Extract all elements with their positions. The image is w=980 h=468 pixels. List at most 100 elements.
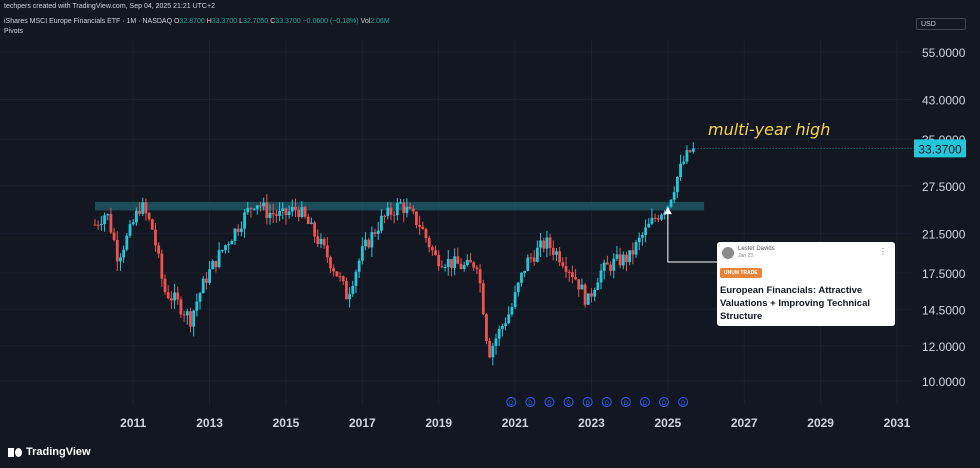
candle-body [558,251,562,263]
time-tick-label: 2021 [502,416,529,430]
low-value: 32.7050 [242,18,269,25]
candle-body [220,250,224,252]
candle-body [392,214,396,216]
candle-body [380,215,383,231]
price-axis[interactable]: 55.000043.000035.000027.500021.500017.50… [922,46,966,389]
price-tick-label: 17.5000 [922,267,966,281]
candle-body [567,271,571,273]
time-tick-label: 2025 [655,416,682,430]
candle-body [201,278,205,294]
candle-body [494,338,498,346]
dividend-marker-label: D [547,401,552,407]
candle-body [341,276,345,282]
dividend-marker-label: D [681,401,686,407]
dividend-marker [639,397,650,407]
candle-body [208,269,211,283]
idea-card[interactable]: Lester Davids Jan 23 ⋮ UNUM TRADE Europe… [717,242,895,326]
candle-body [182,314,186,316]
candle-body [555,251,558,255]
candle-body [284,208,288,215]
candle-body [278,211,281,216]
candle-body [631,250,635,255]
candle-body [462,265,466,269]
candle-body [593,290,597,297]
candle-body [507,314,511,324]
candle-body [386,207,390,217]
author-name[interactable]: Lester Davids [738,246,775,252]
candle-body [450,259,453,268]
candle-body [163,278,167,293]
candle-body [185,311,189,316]
author-avatar [722,247,734,259]
candle-body [679,163,682,178]
candle-body [634,242,638,255]
candle-body [360,246,364,261]
dividend-marker-label: D [509,401,514,407]
candle-body [427,238,431,248]
dividend-marker-label: D [643,401,648,407]
candle-body [500,326,504,329]
tradingview-logo[interactable]: TradingView [8,446,91,458]
candle-body [325,245,329,258]
candle-body [510,307,514,315]
dividend-marker [620,397,631,407]
candle-body [577,279,581,290]
candle-body [294,206,297,210]
candle-body [443,267,447,269]
symbol-legend[interactable]: iShares MSCI Europe Financials ETF · 1M … [4,18,390,25]
candle-body [672,192,676,200]
candle-body [580,284,584,290]
candle-body [306,216,310,224]
dividend-marker [506,397,517,407]
indicator-pivots[interactable]: Pivots [4,28,24,35]
candle-body [383,215,387,217]
candle-body [313,222,316,237]
resistance-zone [95,201,705,211]
dividend-marker-label: D [624,401,629,407]
candle-body [281,208,285,212]
candle-body [456,256,460,264]
candle-body [290,206,294,212]
candle-body [329,257,332,269]
candle-body [402,202,406,214]
dividend-marker [544,397,555,407]
footer-bar [0,442,980,468]
candle-body [192,310,196,327]
candle-body [239,228,243,232]
more-options-icon[interactable]: ⋮ [879,247,887,256]
candle-body [252,208,256,210]
candle-body [319,238,323,245]
candle-body [297,209,301,217]
candle-body [154,229,157,246]
candle-body [539,240,542,248]
candle-body [109,214,113,233]
close-label: C [270,18,276,25]
dividend-marker [582,397,593,407]
candle-body [189,311,192,327]
candle-body [650,217,654,224]
dividend-marker [563,397,574,407]
time-tick-label: 2011 [120,416,146,430]
currency-selector[interactable]: USD [916,18,966,30]
candle-body [376,230,380,234]
candle-body [224,245,227,251]
candle-body [411,208,415,212]
candle-body [303,207,307,217]
high-value: 33.3700 [211,18,238,25]
time-axis[interactable]: 2011 2013 2015 2017 2019 2021 2023 2025 2027 2029… [120,416,911,430]
candle-body [653,217,657,219]
candle-body [459,263,463,269]
candle-body [93,224,97,226]
candle-body [647,223,651,228]
idea-headline[interactable]: European Financials: Attractive Valuatio… [720,285,871,322]
candle-body [131,222,135,225]
candle-body [204,278,208,283]
candle-body [236,228,240,232]
multi-year-high-note: multi-year high [708,120,831,139]
candle-body [367,239,371,248]
candle-body [96,224,100,226]
candle-body [504,323,507,327]
candle-body [430,247,434,251]
resistance-zone-layer [95,201,705,211]
